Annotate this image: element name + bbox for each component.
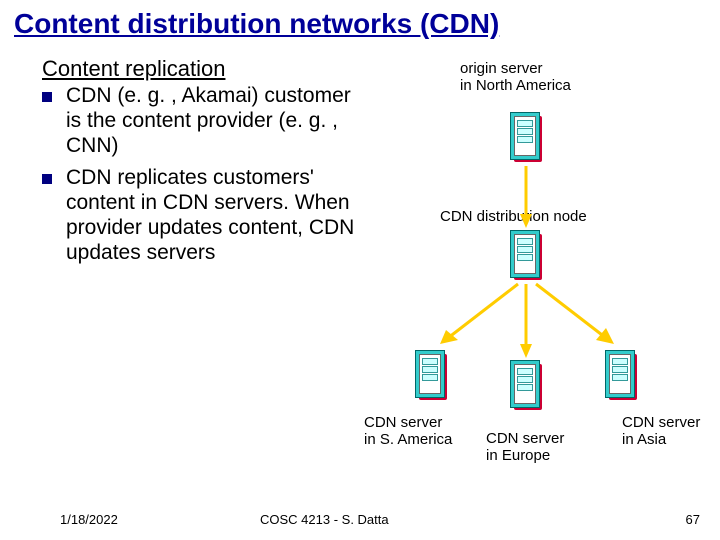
server-icon-asia — [605, 350, 641, 402]
square-bullet-icon — [42, 92, 52, 102]
arrow-origin-to-dist — [520, 166, 532, 228]
arrow-dist-to-asia — [536, 284, 614, 344]
bullet-item: CDN (e. g. , Akamai) customer is the con… — [42, 84, 362, 158]
slide-subtitle-text: Content replication — [42, 56, 225, 81]
bullet-list: CDN (e. g. , Akamai) customer is the con… — [42, 84, 362, 273]
footer-page-number: 67 — [686, 512, 700, 527]
bullet-text: CDN (e. g. , Akamai) customer is the con… — [66, 84, 362, 158]
slide-title-text: Content distribution networks (CDN) — [14, 8, 499, 39]
server-icon-eu — [510, 360, 546, 412]
square-bullet-icon — [42, 174, 52, 184]
slide-subtitle: Content replication — [42, 56, 225, 82]
footer-date: 1/18/2022 — [60, 512, 118, 527]
slide-footer: 1/18/2022 COSC 4213 - S. Datta 67 — [0, 512, 720, 532]
server-icon-distribution — [510, 230, 546, 282]
arrow-dist-to-sa — [440, 284, 518, 344]
cdn-diagram: origin server in North America CDN distr… — [360, 60, 716, 480]
bullet-item: CDN replicates customers' content in CDN… — [42, 166, 362, 265]
footer-center: COSC 4213 - S. Datta — [260, 512, 389, 527]
server-icon-sa — [415, 350, 451, 402]
arrow-dist-to-eu — [520, 284, 532, 358]
bullet-text: CDN replicates customers' content in CDN… — [66, 166, 362, 265]
server-icon-origin — [510, 112, 546, 164]
slide-title: Content distribution networks (CDN) — [14, 8, 499, 40]
